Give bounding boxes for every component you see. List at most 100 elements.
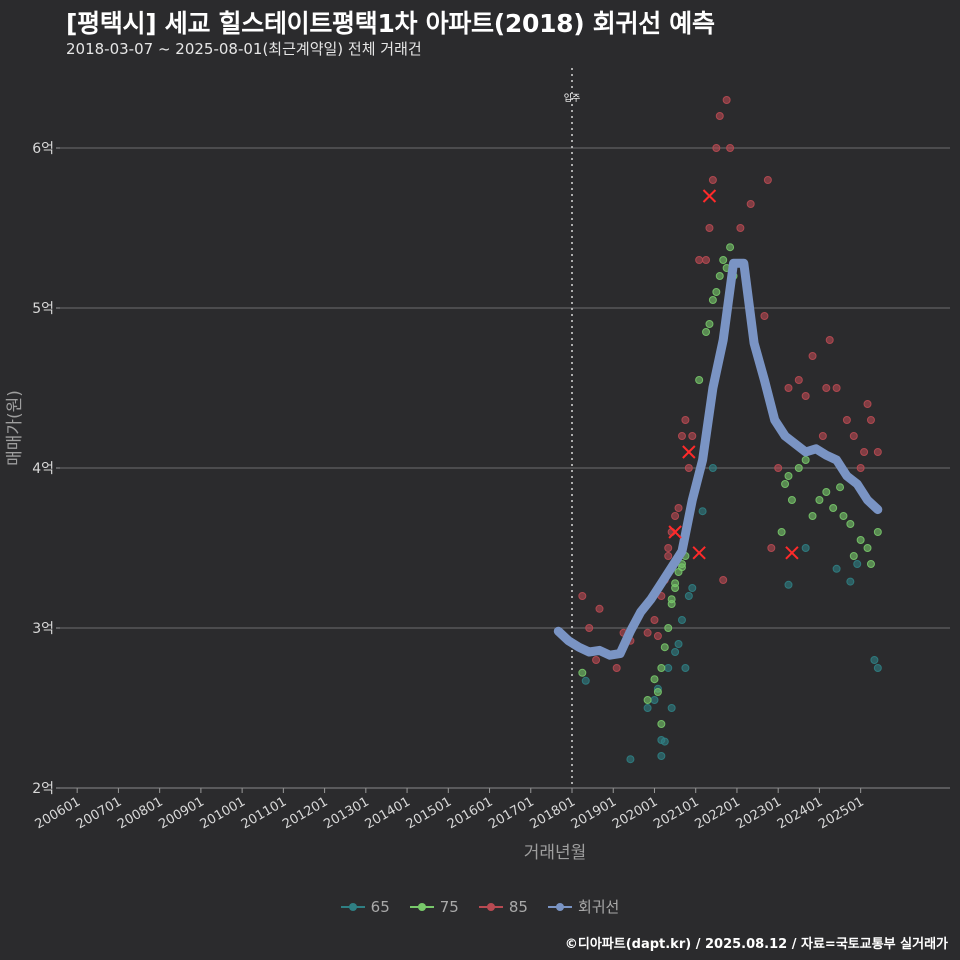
legend-key-65 <box>340 898 365 916</box>
data-point-65 <box>667 704 676 712</box>
x-tick-label: 202501 <box>816 794 866 832</box>
data-point-75 <box>836 483 845 492</box>
data-point-85 <box>653 632 662 640</box>
x-tick-label: 202201 <box>692 794 742 832</box>
data-point-85 <box>736 224 745 232</box>
x-tick-label: 202401 <box>775 794 825 832</box>
data-point-85 <box>578 592 587 600</box>
data-point-85 <box>664 552 673 560</box>
x-tick-label: 200801 <box>115 794 165 832</box>
data-point-75 <box>671 584 680 592</box>
data-point-85 <box>712 144 721 152</box>
data-point-75 <box>839 512 848 520</box>
data-point-75 <box>664 624 673 632</box>
data-point-75 <box>702 328 711 336</box>
legend-key-75 <box>409 898 434 916</box>
data-point-75 <box>856 536 865 544</box>
data-point-85 <box>592 656 601 664</box>
data-point-85 <box>873 448 882 456</box>
data-point-85 <box>842 416 851 424</box>
data-point-75 <box>660 643 669 652</box>
data-point-65 <box>664 664 673 672</box>
data-point-65 <box>698 507 707 516</box>
y-tick-label: 4억 <box>32 461 54 477</box>
data-point-65 <box>684 592 693 600</box>
data-point-85 <box>856 464 865 472</box>
data-point-85 <box>585 624 594 632</box>
data-point-75 <box>708 296 717 304</box>
x-tick-label: 201501 <box>404 794 454 832</box>
data-point-85 <box>677 432 686 440</box>
x-tick-label: 201801 <box>528 794 578 832</box>
data-point-65 <box>681 664 690 672</box>
data-point-75 <box>695 376 704 384</box>
data-point-75 <box>677 563 686 572</box>
data-point-75 <box>657 720 666 728</box>
data-point-75 <box>863 544 872 552</box>
x-tick-label: 201601 <box>445 794 495 832</box>
highlight-marker <box>702 189 717 203</box>
legend-key-85 <box>478 898 503 916</box>
x-tick-label: 202101 <box>651 794 701 832</box>
move-in-label: 입주 <box>564 92 581 104</box>
data-point-65 <box>643 704 652 712</box>
x-tick-label: 202001 <box>610 794 660 832</box>
y-tick-label: 2억 <box>32 781 54 797</box>
legend-label-65: 65 <box>370 897 390 916</box>
legend-item-75[interactable]: 75 <box>409 896 459 917</box>
data-point-75 <box>715 272 724 280</box>
data-point-75 <box>650 675 659 684</box>
data-point-85 <box>650 616 659 624</box>
data-point-85 <box>702 256 711 264</box>
data-point-65 <box>581 676 590 685</box>
data-point-65 <box>657 752 666 760</box>
data-point-65 <box>674 640 683 648</box>
data-point-65 <box>801 544 810 552</box>
data-point-65 <box>873 664 882 672</box>
data-point-75 <box>643 696 652 704</box>
data-point-75 <box>705 320 714 328</box>
legend-item-regression[interactable]: 회귀선 <box>547 896 620 917</box>
y-axis-label: 매매가(원) <box>5 390 25 466</box>
x-tick-label: 200701 <box>74 794 124 832</box>
data-point-75 <box>846 520 855 528</box>
x-tick-label: 201901 <box>569 794 619 832</box>
data-point-75 <box>777 528 786 536</box>
data-point-75 <box>849 552 858 560</box>
data-point-85 <box>746 200 755 208</box>
data-point-75 <box>829 504 838 512</box>
data-point-85 <box>688 432 697 440</box>
data-point-85 <box>863 400 872 408</box>
data-point-65 <box>650 696 659 704</box>
data-point-75 <box>787 496 796 504</box>
x-tick-label: 201201 <box>280 794 330 832</box>
highlight-marker <box>785 546 799 560</box>
data-point-85 <box>726 144 735 152</box>
regression-line <box>553 258 883 660</box>
data-point-85 <box>784 384 793 392</box>
legend-item-65[interactable]: 65 <box>340 896 390 917</box>
legend-item-85[interactable]: 85 <box>478 896 528 917</box>
chart-subtitle: 2018-03-07 ~ 2025-08-01(최근계약일) 전체 거래건 <box>66 40 422 58</box>
data-point-65 <box>677 616 686 624</box>
chart-title: [평택시] 세교 힐스테이트평택1차 아파트(2018) 회귀선 예측 <box>66 9 715 38</box>
data-point-65 <box>853 560 862 568</box>
data-point-85 <box>674 504 683 512</box>
data-point-85 <box>866 416 875 424</box>
data-point-85 <box>822 384 831 392</box>
data-point-85 <box>801 392 810 400</box>
data-point-85 <box>643 628 652 637</box>
data-point-85 <box>681 416 690 424</box>
x-tick-label: 201101 <box>239 794 289 832</box>
data-point-75 <box>653 688 662 696</box>
data-point-75 <box>873 528 882 536</box>
data-point-75 <box>808 512 817 520</box>
data-point-85 <box>664 544 673 552</box>
data-point-85 <box>808 352 817 360</box>
point-layer <box>578 96 882 764</box>
data-point-85 <box>774 464 783 472</box>
data-point-85 <box>849 432 858 440</box>
data-point-75 <box>781 480 790 488</box>
legend-label-regression: 회귀선 <box>577 898 620 916</box>
data-point-75 <box>815 496 824 504</box>
